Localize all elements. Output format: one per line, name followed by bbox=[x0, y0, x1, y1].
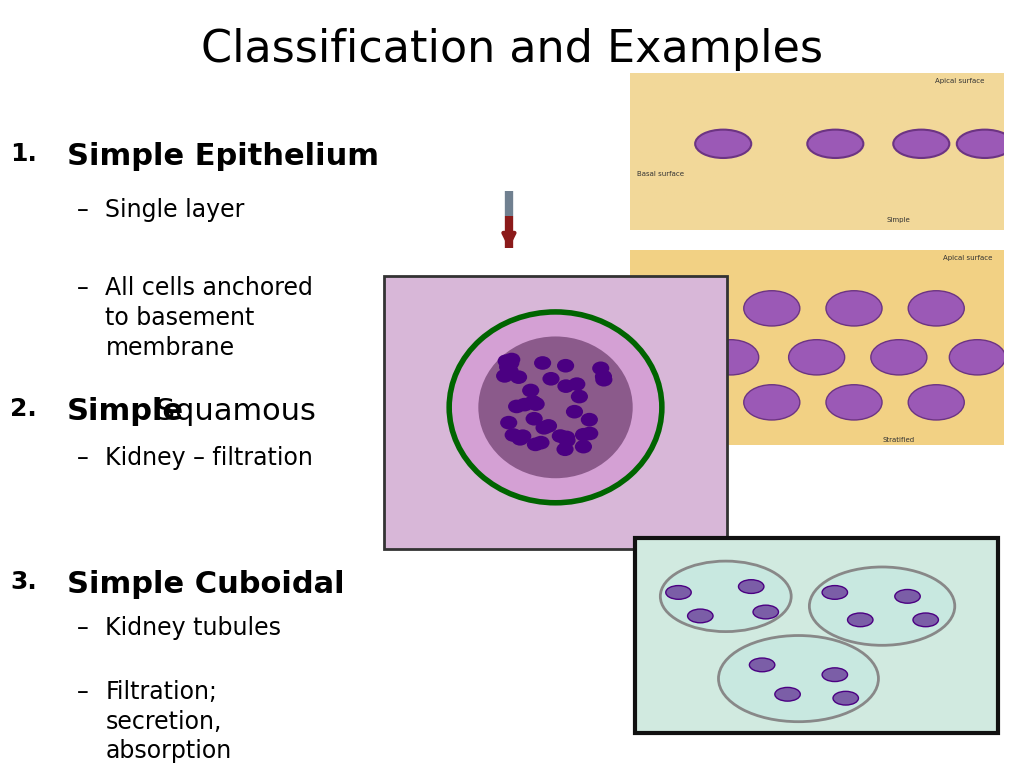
Text: Simple Epithelium: Simple Epithelium bbox=[67, 141, 379, 170]
Text: Apical surface: Apical surface bbox=[936, 78, 985, 84]
Circle shape bbox=[500, 415, 517, 429]
Circle shape bbox=[822, 585, 848, 599]
Ellipse shape bbox=[807, 130, 863, 158]
Text: Basal surface: Basal surface bbox=[637, 170, 684, 177]
Circle shape bbox=[526, 397, 544, 410]
Circle shape bbox=[552, 429, 569, 443]
Circle shape bbox=[527, 397, 545, 411]
Circle shape bbox=[566, 405, 583, 419]
Circle shape bbox=[775, 687, 801, 701]
Text: 3.: 3. bbox=[10, 570, 37, 594]
Text: –: – bbox=[77, 276, 88, 300]
Ellipse shape bbox=[908, 385, 965, 420]
Circle shape bbox=[750, 658, 775, 672]
Ellipse shape bbox=[743, 291, 800, 326]
Ellipse shape bbox=[702, 339, 759, 375]
Text: Simple: Simple bbox=[67, 396, 183, 425]
Circle shape bbox=[524, 395, 542, 409]
Circle shape bbox=[508, 399, 525, 413]
Text: Simple Cuboidal: Simple Cuboidal bbox=[67, 570, 344, 599]
Circle shape bbox=[525, 412, 543, 425]
Text: Basal surface: Basal surface bbox=[637, 425, 684, 432]
Text: –: – bbox=[77, 616, 88, 641]
Circle shape bbox=[558, 431, 575, 444]
Text: –: – bbox=[77, 680, 88, 704]
Text: Classification and Examples: Classification and Examples bbox=[201, 28, 823, 71]
Circle shape bbox=[574, 428, 592, 442]
Circle shape bbox=[581, 413, 598, 426]
Ellipse shape bbox=[657, 385, 714, 420]
Circle shape bbox=[660, 561, 792, 631]
Text: Kidney – filtration: Kidney – filtration bbox=[105, 446, 313, 470]
Circle shape bbox=[498, 354, 515, 368]
Circle shape bbox=[526, 438, 544, 451]
Text: Stratified: Stratified bbox=[883, 438, 914, 443]
Circle shape bbox=[499, 360, 516, 374]
Ellipse shape bbox=[908, 291, 965, 326]
Circle shape bbox=[557, 379, 574, 393]
Circle shape bbox=[582, 426, 598, 440]
Ellipse shape bbox=[788, 339, 845, 375]
Text: Simple: Simple bbox=[887, 217, 910, 223]
Circle shape bbox=[595, 373, 612, 386]
Circle shape bbox=[687, 609, 713, 623]
Text: Filtration;
secretion,
absorption: Filtration; secretion, absorption bbox=[105, 680, 231, 763]
Ellipse shape bbox=[450, 312, 662, 503]
Ellipse shape bbox=[956, 130, 1013, 158]
Text: Kidney tubules: Kidney tubules bbox=[105, 616, 282, 641]
Text: All cells anchored
to basement
membrane: All cells anchored to basement membrane bbox=[105, 276, 313, 359]
Ellipse shape bbox=[657, 291, 714, 326]
Ellipse shape bbox=[826, 291, 882, 326]
Text: –: – bbox=[77, 446, 88, 470]
Circle shape bbox=[666, 585, 691, 599]
Text: –: – bbox=[77, 198, 88, 222]
Ellipse shape bbox=[478, 336, 633, 478]
Circle shape bbox=[505, 429, 522, 442]
Ellipse shape bbox=[743, 385, 800, 420]
Circle shape bbox=[543, 372, 559, 386]
Circle shape bbox=[833, 691, 858, 705]
Circle shape bbox=[540, 419, 557, 432]
Circle shape bbox=[502, 364, 518, 378]
Circle shape bbox=[536, 421, 553, 435]
Ellipse shape bbox=[893, 130, 949, 158]
Text: 2.: 2. bbox=[10, 396, 37, 421]
Circle shape bbox=[592, 362, 609, 375]
Circle shape bbox=[570, 389, 588, 403]
Text: Apical surface: Apical surface bbox=[943, 256, 992, 261]
Circle shape bbox=[510, 370, 527, 384]
Circle shape bbox=[595, 369, 612, 383]
Circle shape bbox=[753, 605, 778, 619]
Circle shape bbox=[532, 435, 550, 449]
Circle shape bbox=[502, 356, 519, 370]
Text: Single layer: Single layer bbox=[105, 198, 245, 222]
Circle shape bbox=[822, 668, 848, 681]
Circle shape bbox=[848, 613, 873, 627]
Circle shape bbox=[809, 567, 954, 645]
Ellipse shape bbox=[621, 339, 677, 375]
Ellipse shape bbox=[870, 339, 927, 375]
Circle shape bbox=[574, 440, 592, 453]
Circle shape bbox=[738, 580, 764, 594]
Circle shape bbox=[719, 636, 879, 722]
Circle shape bbox=[557, 359, 574, 372]
Circle shape bbox=[512, 432, 528, 445]
Ellipse shape bbox=[826, 385, 882, 420]
Circle shape bbox=[913, 613, 938, 627]
Circle shape bbox=[535, 356, 551, 369]
Circle shape bbox=[522, 384, 540, 397]
Circle shape bbox=[516, 398, 534, 412]
Circle shape bbox=[558, 434, 575, 447]
Circle shape bbox=[496, 369, 513, 382]
Text: 1.: 1. bbox=[10, 141, 37, 166]
Text: Squamous: Squamous bbox=[146, 396, 316, 425]
Ellipse shape bbox=[695, 130, 752, 158]
Ellipse shape bbox=[949, 339, 1006, 375]
Circle shape bbox=[556, 442, 573, 456]
Circle shape bbox=[568, 377, 586, 391]
Circle shape bbox=[514, 429, 531, 443]
Circle shape bbox=[503, 353, 520, 366]
Circle shape bbox=[895, 590, 921, 603]
